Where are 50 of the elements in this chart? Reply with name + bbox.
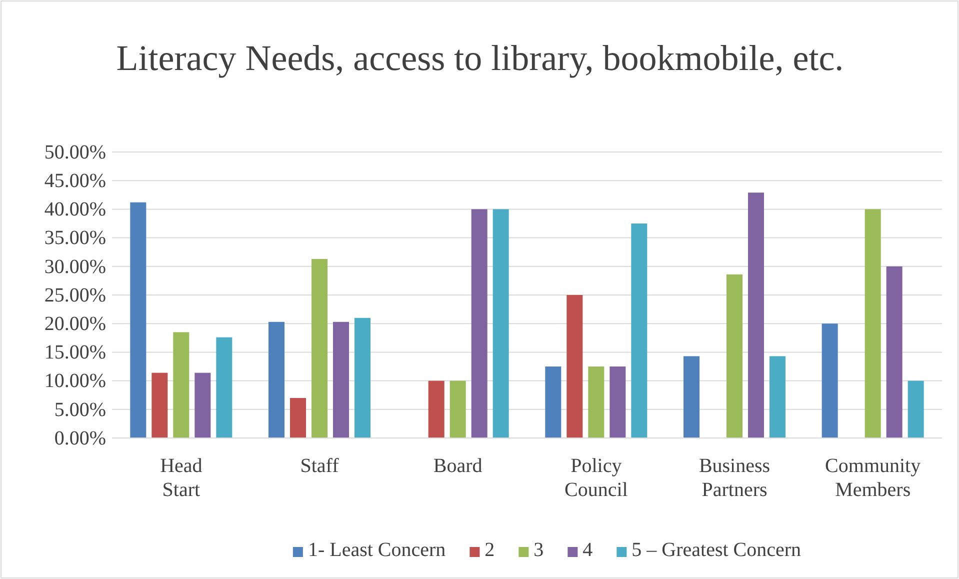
bar [152, 372, 168, 438]
bar [770, 356, 786, 438]
bar [312, 258, 328, 438]
bar [864, 209, 881, 438]
bar [354, 318, 370, 438]
bar [566, 295, 583, 438]
chart-title: Literacy Needs, access to library, bookmobile, etc. [116, 38, 844, 78]
bar [290, 398, 306, 438]
legend-label: 1- Least Concern [308, 539, 446, 561]
bar [886, 266, 902, 438]
y-tick-label: 25.00% [44, 284, 106, 306]
bar [822, 324, 838, 438]
y-tick-label: 5.00% [54, 398, 106, 421]
bar [908, 380, 924, 438]
x-tick-label: Business Partners [698, 455, 770, 502]
bar [130, 202, 146, 438]
bar [216, 337, 232, 438]
bar [428, 380, 444, 438]
y-tick-label: 35.00% [44, 227, 106, 250]
legend-label: 2 [484, 539, 495, 561]
bar [748, 192, 764, 438]
x-tick-label: Head Start [160, 455, 202, 502]
bar [631, 224, 648, 438]
x-tick-label: Community Members [825, 455, 921, 502]
y-tick-label: 0.00% [54, 427, 106, 450]
y-tick-label: 20.00% [44, 313, 106, 335]
y-tick-label: 30.00% [44, 256, 106, 278]
bar [492, 209, 509, 438]
bar [726, 274, 742, 438]
bar [173, 332, 190, 438]
bar [450, 380, 466, 438]
y-tick-label: 10.00% [44, 370, 106, 392]
bar [610, 366, 626, 438]
legend-label: 3 [534, 539, 544, 561]
x-tick-label: Staff [300, 455, 340, 478]
x-tick-label: Board [433, 455, 482, 478]
bar [545, 366, 562, 438]
y-tick-label: 15.00% [44, 342, 106, 364]
y-tick-label: 40.00% [44, 198, 106, 221]
bar [471, 209, 488, 438]
bar [268, 322, 284, 438]
bar [588, 366, 604, 438]
bar [333, 322, 349, 438]
y-tick-label: 50.00% [44, 141, 106, 164]
x-tick-label: Policy Council [564, 455, 628, 502]
legend-label: 4 [582, 539, 593, 561]
legend-label: 5 – Greatest Concern [632, 539, 802, 561]
y-tick-label: 45.00% [44, 170, 106, 192]
bar [684, 356, 700, 438]
bar [194, 372, 211, 438]
